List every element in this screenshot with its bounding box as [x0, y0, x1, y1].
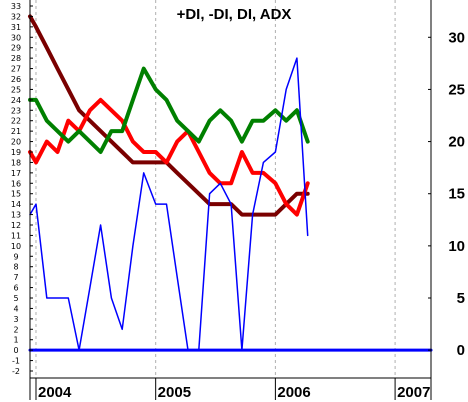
right-tick-label: 15 [448, 186, 465, 203]
series-layer [28, 14, 433, 352]
left-tick-label: 31 [11, 23, 21, 32]
series-line-2 [28, 97, 310, 217]
left-tick-label: 21 [11, 127, 21, 136]
x-tick-label: 2004 [38, 384, 72, 401]
left-tick-label: 6 [13, 284, 18, 293]
left-tick-label: 1 [13, 336, 18, 345]
left-tick-label: 4 [13, 304, 18, 313]
ticks-layer: -2-1012345678910111213141516171819202122… [11, 2, 465, 401]
right-tick-label: 25 [448, 81, 465, 98]
axes-layer [29, 0, 432, 400]
left-tick-label: 28 [11, 54, 21, 63]
left-tick-label: 11 [11, 231, 21, 240]
left-tick-label: 24 [11, 96, 21, 105]
left-tick-label: 8 [13, 263, 18, 272]
left-tick-label: 23 [11, 106, 21, 115]
left-tick-label: 30 [11, 33, 21, 42]
left-tick-label: 33 [11, 2, 21, 11]
left-tick-label: 5 [13, 294, 18, 303]
left-tick-label: 13 [11, 211, 21, 220]
right-tick-label: 5 [457, 290, 465, 307]
left-tick-label: 29 [11, 44, 21, 53]
left-tick-label: 18 [11, 158, 21, 167]
left-tick-label: 3 [13, 315, 18, 324]
left-tick-label: 26 [11, 75, 21, 84]
left-tick-label: 16 [11, 179, 21, 188]
x-tick-label: 2007 [397, 384, 430, 401]
x-tick-label: 2006 [277, 384, 310, 401]
left-tick-label: 19 [11, 148, 21, 157]
right-tick-label: 30 [448, 29, 465, 46]
series-line-3 [28, 66, 310, 154]
left-tick-label: 12 [11, 221, 21, 230]
left-tick-label: 2 [13, 325, 18, 334]
right-tick-label: 10 [448, 238, 465, 255]
left-tick-label: 32 [11, 12, 21, 21]
left-tick-label: 25 [11, 85, 21, 94]
left-tick-label: 22 [11, 117, 21, 126]
left-tick-label: 0 [13, 346, 18, 355]
left-tick-label: -1 [12, 357, 20, 366]
left-tick-label: 7 [13, 273, 18, 282]
grid-layer [35, 0, 396, 378]
left-tick-label: 27 [11, 65, 21, 74]
left-tick-label: 10 [11, 242, 21, 251]
x-tick-label: 2005 [158, 384, 191, 401]
left-tick-label: 17 [11, 169, 21, 178]
left-tick-label: 15 [11, 190, 21, 199]
series-line-1 [28, 14, 310, 217]
left-tick-label: -2 [12, 367, 20, 376]
series-line-4 [29, 57, 309, 351]
right-tick-label: 20 [448, 134, 465, 151]
left-tick-label: 14 [11, 200, 21, 209]
left-tick-label: 20 [11, 138, 21, 147]
right-tick-label: 0 [457, 342, 465, 359]
chart-title: +DI, -DI, DI, ADX [177, 6, 292, 23]
left-tick-label: 9 [13, 252, 18, 261]
